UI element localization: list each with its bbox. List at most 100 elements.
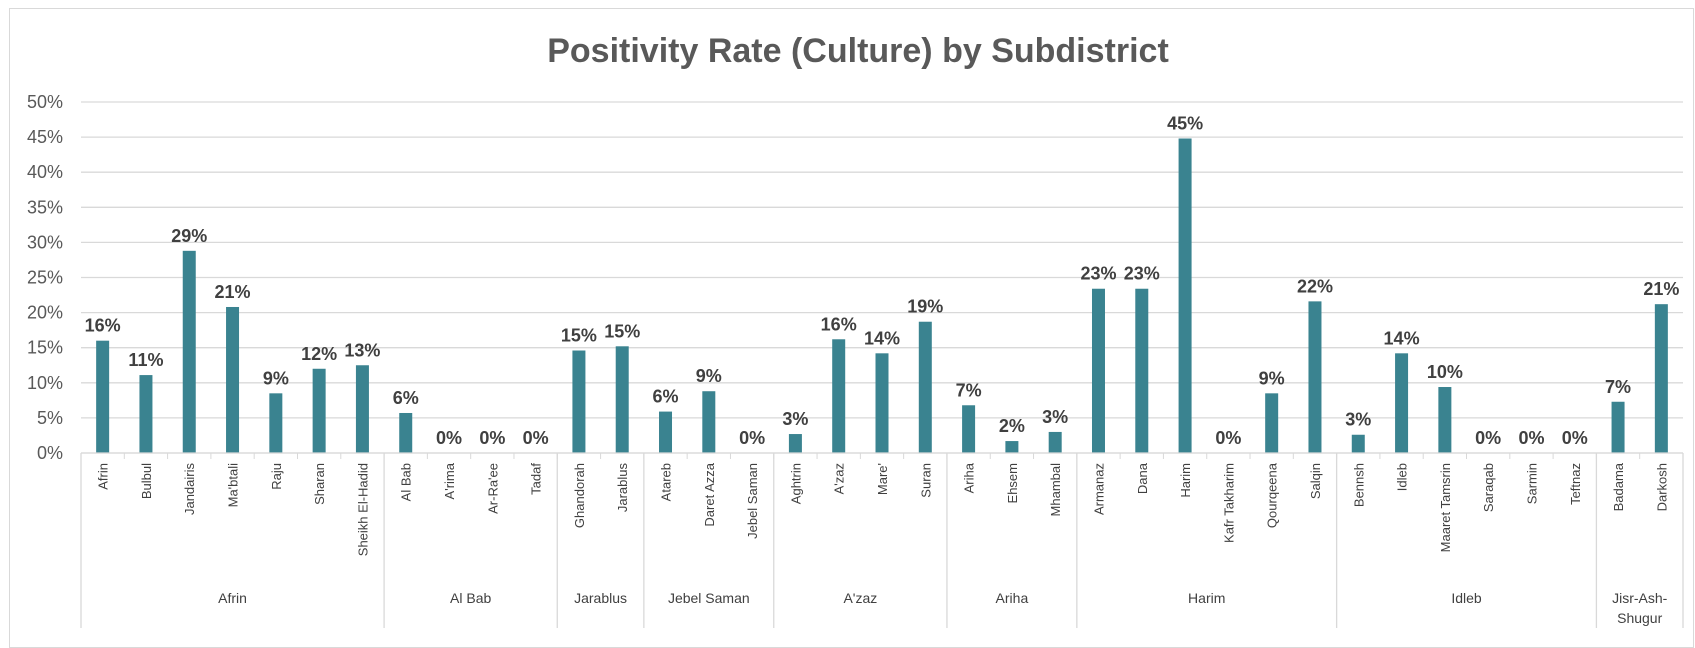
group-label: Ariha — [996, 590, 1029, 606]
group-label: Harim — [1188, 590, 1225, 606]
bar — [1611, 401, 1625, 453]
y-tick-label: 40% — [27, 162, 63, 182]
category-label: Daret Azza — [702, 462, 717, 526]
bar — [1048, 431, 1062, 453]
data-label: 9% — [263, 368, 289, 388]
data-label: 9% — [1259, 368, 1285, 388]
category-label: Aghtrin — [788, 463, 803, 504]
bar — [1135, 288, 1149, 453]
bar — [226, 306, 240, 453]
bar — [269, 393, 283, 453]
data-label: 9% — [696, 366, 722, 386]
data-label: 13% — [344, 340, 380, 360]
y-axis-ticks: 0% 5% 10% 15% 20% 25% 30% 35% 40% 45% 50% — [27, 92, 63, 463]
bar — [615, 346, 629, 453]
data-label: 12% — [301, 344, 337, 364]
bar — [875, 353, 889, 453]
bar — [139, 375, 153, 453]
bar — [1265, 393, 1279, 453]
bar — [355, 365, 369, 453]
data-label: 2% — [999, 416, 1025, 436]
category-label: Ariha — [962, 462, 977, 493]
category-label: Jebel Saman — [745, 463, 760, 539]
bar — [1005, 441, 1019, 453]
category-label: Bulbul — [139, 463, 154, 499]
data-label: 21% — [1643, 279, 1679, 299]
category-label: Idleb — [1395, 463, 1410, 491]
data-label: 15% — [604, 321, 640, 341]
bar — [1395, 353, 1409, 453]
bar — [96, 340, 110, 453]
group-label: A'zaz — [843, 590, 877, 606]
data-label: 11% — [128, 350, 163, 370]
chart-title: Positivity Rate (Culture) by Subdistrict — [547, 32, 1169, 70]
category-label: Darkosh — [1654, 463, 1669, 511]
bar — [1351, 434, 1365, 453]
category-label: Salqin — [1308, 463, 1323, 499]
data-label: 14% — [864, 328, 900, 348]
y-tick-label: 0% — [37, 443, 63, 463]
category-label: Dana — [1135, 462, 1150, 494]
bar — [788, 434, 802, 453]
data-label: 23% — [1080, 264, 1116, 284]
bar — [962, 405, 976, 453]
category-label: Ar-Ra'ee — [485, 463, 500, 514]
bar — [182, 250, 196, 453]
category-label: Raju — [269, 463, 284, 490]
data-labels: 16% 11% 29% 21% 9% 12% 13% 6% 0% 0% 0% 15% 15% 6% 9% 0%… — [85, 114, 1680, 448]
data-label: 0% — [739, 428, 765, 448]
bar — [1438, 387, 1452, 453]
y-tick-label: 15% — [27, 338, 63, 358]
group-label: Al Bab — [450, 590, 491, 606]
bar — [832, 339, 846, 453]
data-label: 0% — [1562, 428, 1588, 448]
category-label: Al Bab — [399, 463, 414, 501]
y-tick-label: 35% — [27, 197, 63, 217]
category-label: A'rima — [442, 462, 457, 499]
category-label: Ma'btali — [226, 463, 241, 508]
group-label: Jebel Saman — [668, 590, 750, 606]
category-label: Afrin — [96, 463, 111, 490]
data-label: 21% — [215, 282, 251, 302]
category-label: Sheikh El-Hadid — [355, 463, 370, 556]
y-tick-label: 20% — [27, 303, 63, 323]
group-label: Idleb — [1451, 590, 1482, 606]
bar — [918, 321, 932, 453]
category-label: A'zaz — [832, 463, 847, 494]
data-label: 0% — [479, 428, 505, 448]
group-label: Shugur — [1617, 610, 1662, 626]
bar — [659, 411, 673, 453]
y-tick-label: 25% — [27, 268, 63, 288]
data-label: 16% — [85, 316, 121, 336]
category-label: Armanaz — [1091, 463, 1106, 515]
data-label: 7% — [1605, 377, 1631, 397]
data-label: 6% — [393, 388, 419, 408]
category-label: Jarablus — [615, 463, 630, 513]
category-label: Kafr Takharim — [1221, 463, 1236, 543]
data-label: 0% — [436, 428, 462, 448]
bar — [312, 368, 326, 453]
category-label: Teftnaz — [1568, 463, 1583, 505]
data-label: 0% — [523, 428, 549, 448]
bar — [399, 412, 413, 453]
category-label: Jandairis — [182, 463, 197, 516]
data-label: 16% — [821, 314, 857, 334]
data-label: 19% — [907, 297, 943, 317]
data-label: 45% — [1167, 114, 1203, 134]
x-axis: Afrin Bulbul Jandairis Ma'btali Raju Sharan Sh… — [80, 452, 1684, 628]
category-label: Ehsem — [1005, 463, 1020, 503]
category-label: Sarmin — [1524, 463, 1539, 504]
category-label: Mhambal — [1048, 463, 1063, 517]
category-label: Badama — [1611, 462, 1626, 511]
category-label: Mare' — [875, 463, 890, 495]
group-label: Jisr-Ash- — [1612, 590, 1668, 606]
bar — [1654, 304, 1668, 453]
category-label: Maaret Tamsrin — [1438, 463, 1453, 552]
y-tick-label: 10% — [27, 373, 63, 393]
y-tick-label: 45% — [27, 127, 63, 147]
bar — [1178, 138, 1192, 453]
category-label: Tadaf — [529, 463, 544, 495]
data-label: 3% — [1042, 407, 1068, 427]
data-label: 29% — [171, 226, 207, 246]
data-label: 7% — [956, 380, 982, 400]
